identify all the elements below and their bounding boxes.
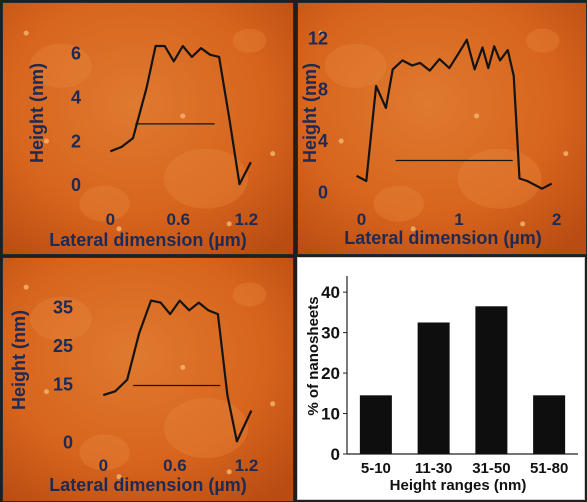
afm-background	[3, 3, 293, 254]
x-tick-label: 0	[106, 210, 115, 229]
afm-surface-feature	[232, 282, 267, 307]
y-tick-label: 10	[321, 405, 340, 424]
bar-11-30	[417, 322, 450, 454]
y-tick-label: 4	[71, 87, 81, 107]
afm-particle	[23, 284, 29, 290]
afm-particle	[23, 30, 29, 36]
y-axis-title: % of nanosheets	[305, 296, 322, 415]
x-axis-title: Lateral dimension (µm)	[49, 230, 246, 250]
bar-5-10	[359, 395, 392, 454]
afm-particle	[563, 151, 569, 157]
afm-background	[298, 3, 586, 254]
y-tick-label: 4	[318, 131, 328, 151]
afm-particle	[44, 389, 49, 395]
height-distribution-panel: 0 10 20 30 40 5-10 11-30 31-50 51-80 Height range…	[297, 257, 585, 500]
x-tick-label: 51-80	[530, 460, 568, 477]
bar-51-80	[533, 395, 566, 454]
x-tick-label: 0	[99, 456, 108, 475]
y-tick-label: 35	[53, 297, 73, 317]
afm-particle	[180, 364, 186, 370]
afm-surface-feature	[164, 398, 248, 459]
x-tick-label: 0.6	[163, 456, 187, 475]
y-tick-label: 0	[318, 182, 328, 202]
afm-particle	[270, 401, 276, 407]
x-axis-title: Lateral dimension (µm)	[344, 228, 541, 248]
x-tick-label: 1.2	[235, 456, 259, 475]
y-tick-label: 2	[71, 131, 81, 151]
y-tick-label: 0	[71, 175, 81, 195]
x-axis-title: Height ranges (nm)	[390, 477, 527, 494]
x-axis-title: Lateral dimension (µm)	[49, 475, 246, 495]
bar-31-50	[475, 306, 508, 454]
afm-particle	[318, 30, 324, 36]
afm-surface-feature	[79, 185, 130, 222]
x-tick-label: 1.2	[234, 210, 258, 229]
afm-surface-feature	[30, 296, 92, 341]
y-tick-label: 15	[53, 375, 73, 395]
y-axis-title: Height (nm)	[300, 63, 320, 163]
afm-particle	[410, 226, 416, 232]
height-profile-trace	[356, 38, 553, 190]
afm-particle	[474, 113, 480, 119]
x-tick-label: 11-30	[415, 460, 453, 477]
afm-surface-feature	[457, 148, 542, 209]
y-tick-label: 25	[53, 336, 73, 356]
y-tick-label: 0	[331, 445, 340, 464]
afm-particle	[116, 474, 122, 480]
x-tick-label: 31-50	[472, 460, 510, 477]
x-tick-label: 0	[357, 210, 366, 229]
x-tick-label: 5-10	[361, 460, 391, 477]
x-tick-label: 0.6	[166, 210, 190, 229]
y-axis-title: Height (nm)	[27, 63, 47, 163]
afm-background	[3, 258, 293, 501]
afm-surface-feature	[373, 185, 424, 222]
afm-particle	[44, 138, 49, 144]
afm-surface-feature	[164, 148, 248, 209]
afm-panel-top-right: 0 4 8 12 0 1 2 Lateral dimension (µm) Height (nm…	[297, 2, 587, 255]
afm-surface-feature	[526, 28, 560, 53]
y-tick-label: 12	[308, 28, 328, 48]
afm-surface-feature	[79, 434, 130, 471]
afm-particle	[226, 469, 232, 475]
afm-particle	[270, 151, 276, 157]
x-tick-label: 1	[454, 210, 463, 229]
x-tick-label: 2	[552, 210, 561, 229]
y-tick-label: 40	[321, 283, 340, 302]
y-tick-label: 20	[321, 364, 340, 383]
afm-surface-feature	[232, 28, 267, 53]
afm-particle	[116, 226, 122, 232]
y-tick-label: 0	[63, 432, 73, 452]
afm-surface-feature	[324, 43, 387, 88]
afm-particle	[180, 113, 186, 119]
afm-surface-feature	[30, 43, 92, 88]
afm-particle	[226, 221, 232, 227]
y-tick-label: 8	[318, 80, 328, 100]
y-axis-title: Height (nm)	[9, 310, 29, 410]
afm-particle	[338, 138, 344, 144]
afm-panel-bottom-left: 0 15 25 35 0 0.6 1.2 Lateral dimension (µm) Heig…	[2, 257, 294, 502]
y-tick-label: 30	[321, 324, 340, 343]
afm-particle	[520, 221, 526, 227]
y-tick-label: 6	[71, 44, 81, 64]
afm-panel-top-left: 0 2 4 6 0 0.6 1.2 Lateral dimension (µm) Height …	[2, 2, 294, 255]
